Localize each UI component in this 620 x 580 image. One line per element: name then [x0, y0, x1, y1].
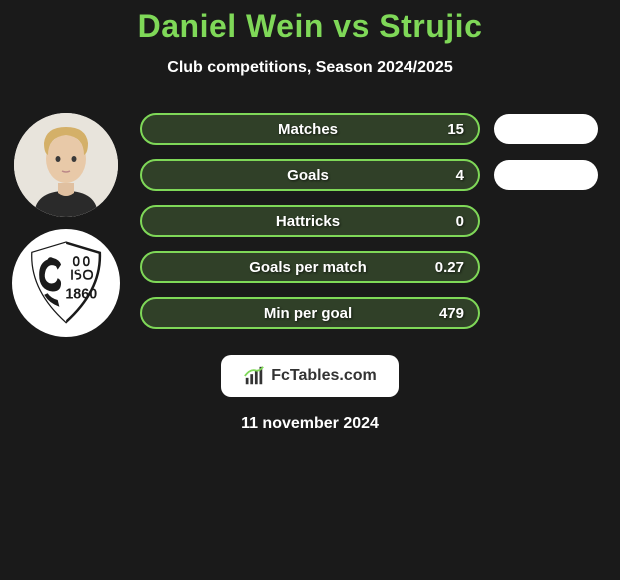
- source-logo[interactable]: FcTables.com: [221, 355, 399, 397]
- stat-row: Hattricks 0: [140, 205, 608, 237]
- stat-row: Goals per match 0.27: [140, 251, 608, 283]
- stat-label: Matches: [156, 121, 430, 138]
- side-pill: [494, 160, 598, 190]
- date-text: 11 november 2024: [0, 415, 620, 433]
- stat-value: 0: [430, 213, 464, 230]
- club-badge-image: 1860: [24, 241, 108, 325]
- stat-pill-hattricks: Hattricks 0: [140, 205, 480, 237]
- stat-label: Goals: [156, 167, 430, 184]
- stat-label: Goals per match: [156, 259, 430, 276]
- stat-pill-mpg: Min per goal 479: [140, 297, 480, 329]
- player-avatar-image: [14, 113, 118, 217]
- source-logo-text: FcTables.com: [271, 367, 377, 385]
- page-subtitle: Club competitions, Season 2024/2025: [0, 59, 620, 77]
- stat-label: Min per goal: [156, 305, 430, 322]
- stat-value: 479: [430, 305, 464, 322]
- side-pill: [494, 114, 598, 144]
- stat-value: 0.27: [430, 259, 464, 276]
- stats-column: Matches 15 Goals 4 Hattricks 0: [140, 107, 612, 329]
- stat-row: Goals 4: [140, 159, 608, 191]
- stat-pill-matches: Matches 15: [140, 113, 480, 145]
- stat-row: Min per goal 479: [140, 297, 608, 329]
- infographic-container: Daniel Wein vs Strujic Club competitions…: [0, 0, 620, 580]
- page-title: Daniel Wein vs Strujic: [0, 8, 620, 45]
- stat-value: 15: [430, 121, 464, 138]
- stat-row: Matches 15: [140, 113, 608, 145]
- club-badge: 1860: [12, 229, 120, 337]
- player-avatar: [14, 113, 118, 217]
- stat-pill-gpm: Goals per match 0.27: [140, 251, 480, 283]
- content-area: 1860 Matches 15 Goals 4: [0, 107, 620, 337]
- club-year-text: 1860: [65, 286, 97, 302]
- stat-pill-goals: Goals 4: [140, 159, 480, 191]
- footer: FcTables.com 11 november 2024: [0, 355, 620, 433]
- stat-label: Hattricks: [156, 213, 430, 230]
- left-column: 1860: [8, 107, 124, 337]
- stat-value: 4: [430, 167, 464, 184]
- chart-icon: [243, 365, 265, 387]
